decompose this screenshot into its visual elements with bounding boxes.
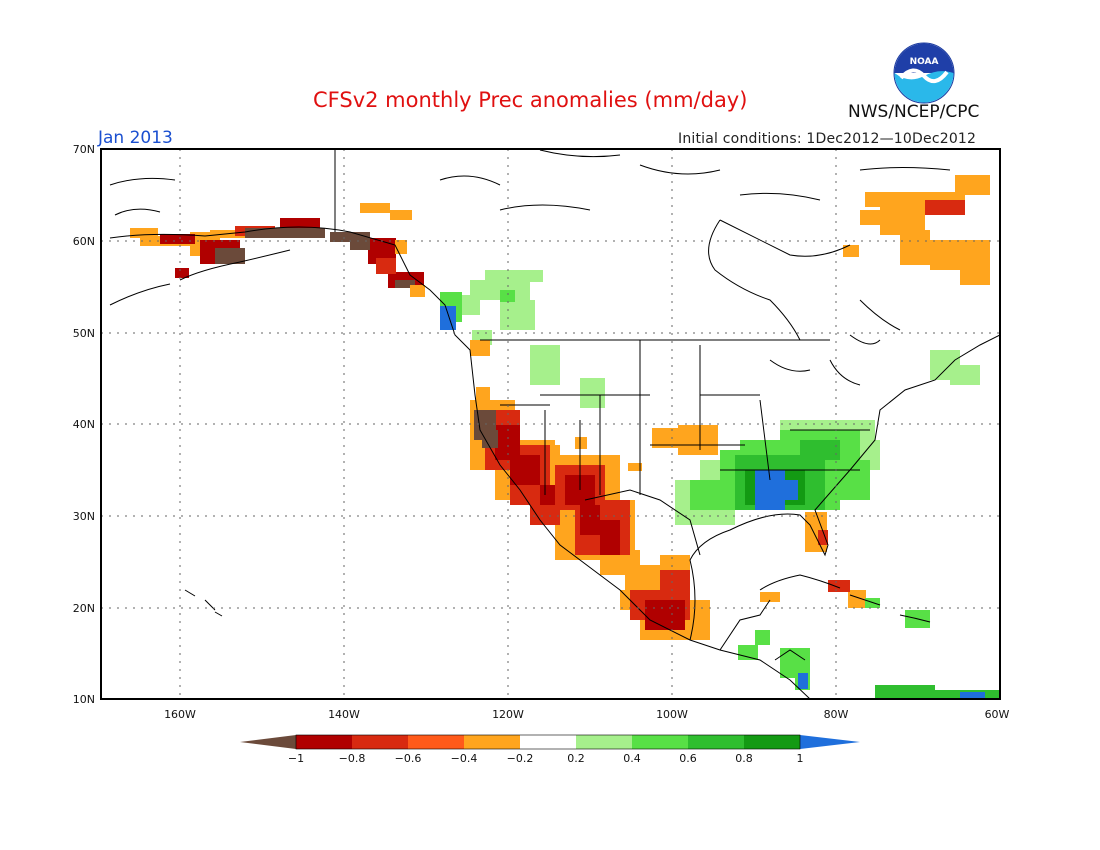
lat-label: 50N [73, 327, 95, 340]
region-california [474, 410, 498, 448]
anomaly-field [101, 149, 1000, 699]
region-quebec-labrador [843, 175, 990, 285]
colorbar-label: −0.6 [395, 752, 422, 765]
region-quebec-red [925, 200, 965, 215]
lon-label: 160W [164, 708, 196, 721]
colorbar-bin [576, 735, 632, 749]
colorbar-label: 0.6 [679, 752, 697, 765]
lat-label: 40N [73, 418, 95, 431]
logo-text: NOAA [910, 57, 939, 67]
region-western-mexico [495, 425, 620, 555]
colorbar-min-arrow [240, 735, 296, 749]
map-title: CFSv2 monthly Prec anomalies (mm/day) [313, 88, 748, 112]
colorbar-label: −0.4 [451, 752, 478, 765]
region-central-america [738, 598, 930, 690]
lon-label: 140W [328, 708, 360, 721]
region-caribbean-red [828, 580, 850, 592]
colorbar-label: −0.2 [507, 752, 534, 765]
colorbar: −1 −0.8 −0.6 −0.4 −0.2 0.2 0.4 0.6 0.8 1 [240, 734, 860, 765]
initial-conditions: Initial conditions: 1Dec2012—10Dec2012 [678, 131, 977, 147]
colorbar-bin [744, 735, 800, 749]
region-british-columbia-coast [440, 306, 456, 330]
region-caribbean [760, 590, 866, 608]
forecast-month: Jan 2013 [98, 128, 173, 148]
region-florida-inner [818, 530, 828, 545]
lon-label: 80W [824, 708, 849, 721]
colorbar-bin [408, 735, 464, 749]
agency-label: NWS/NCEP/CPC [848, 102, 980, 122]
lat-label: 20N [73, 602, 95, 615]
colorbar-label: −1 [288, 752, 304, 765]
lat-label: 60N [73, 235, 95, 248]
colorbar-label: 0.2 [567, 752, 585, 765]
colorbar-label: 1 [797, 752, 804, 765]
map-frame [100, 148, 1001, 700]
region-western-canada [455, 270, 605, 408]
noaa-logo-icon: NOAA [893, 42, 955, 104]
colorbar-label: 0.4 [623, 752, 641, 765]
lat-label: 10N [73, 693, 95, 706]
region-venezuela-blue [960, 692, 985, 699]
lon-label: 60W [985, 708, 1010, 721]
coastlines [109, 149, 1000, 699]
region-mexico-south-deep [645, 600, 685, 630]
colorbar-bin [520, 735, 576, 749]
colorbar-label: 0.8 [735, 752, 753, 765]
colorbar-bin [352, 735, 408, 749]
colorbar-max-arrow [800, 735, 860, 749]
region-central-america-blue [798, 673, 808, 689]
colorbar-bin [632, 735, 688, 749]
colorbar-bin [688, 735, 744, 749]
lat-label: 70N [73, 143, 95, 156]
region-southern-alaska [215, 228, 415, 288]
region-newfoundland [930, 350, 980, 385]
lon-label: 100W [656, 708, 688, 721]
colorbar-bin [296, 735, 352, 749]
graticule [101, 149, 1000, 699]
lat-labels: 70N 60N 50N 40N 30N 20N 10N [73, 143, 95, 706]
lon-label: 120W [492, 708, 524, 721]
colorbar-bin [464, 735, 520, 749]
colorbar-label: −0.8 [339, 752, 366, 765]
lat-label: 30N [73, 510, 95, 523]
lon-labels: 160W 140W 120W 100W 80W 60W [164, 708, 1009, 721]
region-kansas [652, 425, 718, 455]
